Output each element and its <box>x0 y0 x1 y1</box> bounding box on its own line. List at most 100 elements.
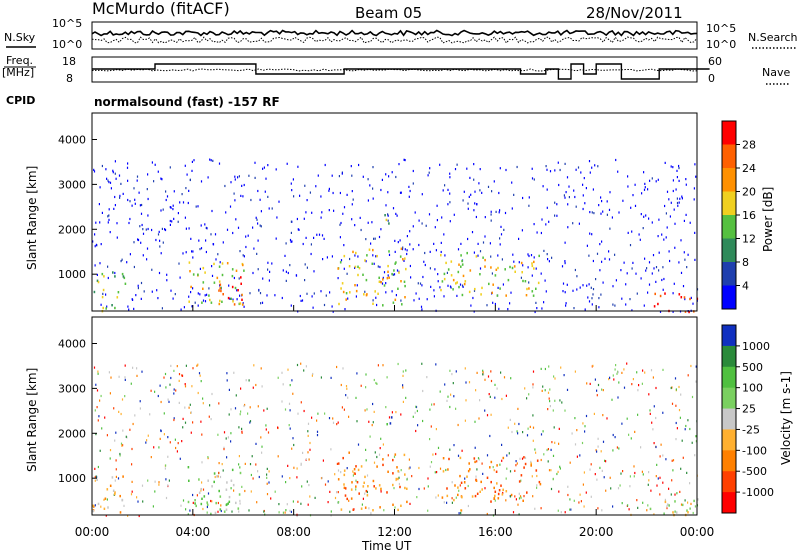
scatter-cell <box>674 222 676 225</box>
scatter-cell <box>146 188 148 191</box>
scatter-cell <box>151 290 153 293</box>
scatter-cell <box>380 437 382 440</box>
scatter-cell <box>126 166 129 169</box>
scatter-cell <box>250 490 252 493</box>
scatter-cell <box>173 190 175 193</box>
scatter-cell <box>241 485 243 488</box>
scatter-cell <box>581 441 584 445</box>
scatter-cell <box>324 483 327 486</box>
scatter-cell <box>650 489 652 492</box>
scatter-cell <box>694 231 696 234</box>
scatter-cell <box>249 463 252 466</box>
scatter-cell <box>341 406 343 409</box>
scatter-cell <box>345 292 348 295</box>
scatter-cell <box>400 299 402 302</box>
scatter-cell <box>648 283 651 286</box>
scatter-cell <box>230 432 232 435</box>
scatter-cell <box>532 426 535 429</box>
scatter-cell <box>365 489 368 493</box>
scatter-cell <box>358 492 360 495</box>
scatter-cell <box>343 469 346 472</box>
scatter-cell <box>427 477 429 480</box>
scatter-cell <box>564 409 566 412</box>
scatter-cell <box>670 493 672 496</box>
scatter-cell <box>180 504 182 507</box>
scatter-cell <box>93 290 96 294</box>
scatter-cell <box>154 390 156 393</box>
scatter-cell <box>396 214 398 217</box>
scatter-cell <box>583 505 585 508</box>
scatter-cell <box>170 206 172 209</box>
scatter-cell <box>310 243 312 246</box>
scatter-cell <box>542 385 544 388</box>
scatter-cell <box>477 457 480 460</box>
scatter-cell <box>213 472 216 475</box>
scatter-cell <box>281 400 283 403</box>
scatter-cell <box>480 293 482 296</box>
scatter-cell <box>461 284 464 287</box>
scatter-cell <box>509 470 512 473</box>
scatter-cell <box>676 427 678 430</box>
scatter-cell <box>697 498 699 501</box>
scatter-cell <box>206 505 208 509</box>
scatter-cell <box>296 514 298 518</box>
scatter-cell <box>577 166 580 169</box>
scatter-cell <box>339 261 342 264</box>
scatter-cell <box>201 433 203 436</box>
scatter-cell <box>332 191 334 195</box>
scatter-cell <box>459 456 462 460</box>
scatter-cell <box>409 502 411 505</box>
date-title: 28/Nov/2011 <box>586 4 683 22</box>
scatter-cell <box>363 293 365 296</box>
scatter-cell <box>481 488 483 491</box>
scatter-cell <box>333 209 335 212</box>
scatter-cell <box>439 467 442 470</box>
colorbar-tick-label: -25 <box>742 423 760 436</box>
scatter-cell <box>612 285 614 288</box>
scatter-cell <box>178 401 180 404</box>
nave-label: Nave <box>762 66 790 79</box>
scatter-cell <box>670 386 672 390</box>
scatter-cell <box>652 428 654 431</box>
scatter-cell <box>412 248 414 251</box>
scatter-cell <box>366 254 368 257</box>
scatter-cell <box>457 454 460 457</box>
scatter-cell <box>101 295 104 299</box>
scatter-cell <box>290 220 292 223</box>
scatter-cell <box>637 389 639 392</box>
scatter-cell <box>250 473 252 477</box>
scatter-cell <box>235 269 238 272</box>
scatter-cell <box>406 487 408 490</box>
scatter-cell <box>293 443 295 447</box>
scatter-cell <box>576 429 578 432</box>
scatter-cell <box>387 213 389 216</box>
scatter-cell <box>401 248 404 251</box>
scatter-cell <box>538 254 540 258</box>
scatter-cell <box>546 206 548 209</box>
scatter-cell <box>611 398 613 401</box>
scatter-cell <box>592 188 594 191</box>
scatter-cell <box>147 214 149 217</box>
scatter-cell <box>655 180 657 183</box>
scatter-cell <box>392 483 394 487</box>
scatter-cell <box>641 382 643 385</box>
scatter-cell <box>347 396 349 399</box>
scatter-cell <box>608 378 610 381</box>
scatter-cell <box>198 491 201 494</box>
scatter-cell <box>182 201 185 204</box>
scatter-cell <box>248 174 250 177</box>
scatter-cell <box>658 218 660 221</box>
scatter-cell <box>544 279 546 282</box>
scatter-cell <box>492 301 494 304</box>
scatter-cell <box>476 460 478 463</box>
scatter-cell <box>366 408 368 411</box>
scatter-cell <box>231 468 234 472</box>
scatter-cell <box>528 254 530 258</box>
scatter-cell <box>306 480 308 483</box>
scatter-cell <box>695 440 697 443</box>
scatter-cell <box>343 244 345 247</box>
scatter-cell <box>321 234 324 237</box>
scatter-cell <box>358 163 360 167</box>
scatter-cell <box>520 261 523 265</box>
scatter-cell <box>484 265 486 268</box>
